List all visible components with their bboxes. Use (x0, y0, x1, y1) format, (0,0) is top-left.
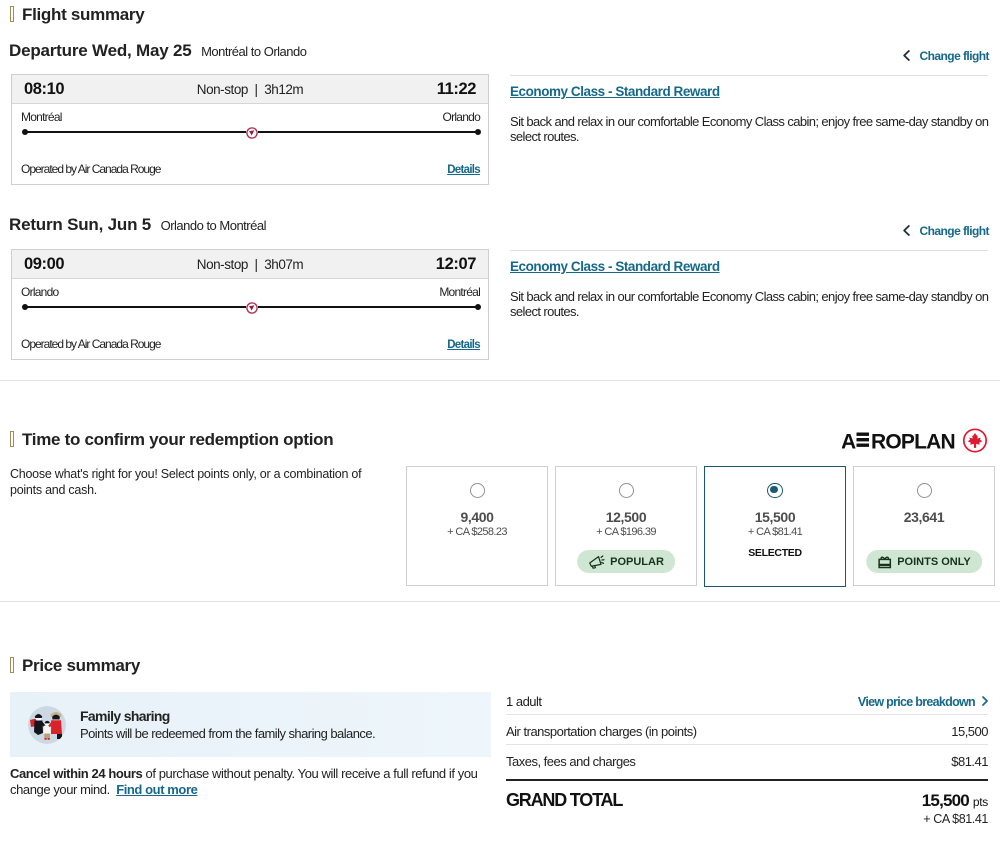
svg-text:A: A (842, 431, 856, 454)
svg-text:ROPLAN: ROPLAN (871, 431, 955, 454)
